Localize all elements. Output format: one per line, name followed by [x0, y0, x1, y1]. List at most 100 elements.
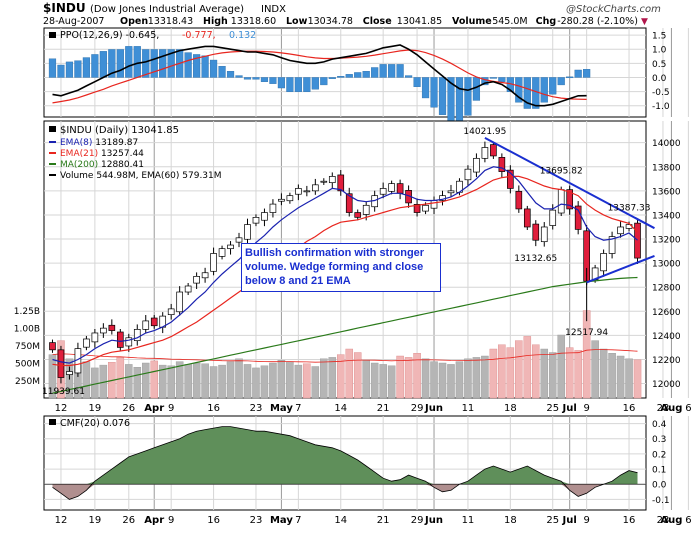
x-tick-label: 23	[250, 403, 263, 414]
candle-body	[320, 180, 328, 183]
candle-body	[269, 203, 277, 213]
volume-bar	[320, 358, 328, 399]
candle-body	[608, 236, 616, 254]
ppo-hist-bar	[226, 71, 235, 78]
candle-body	[193, 276, 200, 284]
ppo-hist-bar	[167, 49, 175, 78]
x-tick-label: 26	[122, 515, 135, 526]
price-data-label: 12517.94	[565, 328, 608, 338]
x-tick-label: 12	[55, 515, 68, 526]
quote-label: High	[203, 16, 228, 27]
volume-bar	[91, 367, 99, 399]
ppo-hist-bar	[379, 64, 387, 78]
quote-value: 13318.60	[231, 16, 276, 27]
x-tick-label: 21	[377, 403, 390, 414]
x-tick-label: Aug	[660, 515, 682, 526]
ppo-hist-bar	[57, 64, 65, 78]
ppo-hist-bar	[583, 69, 591, 78]
candle-body	[422, 204, 429, 212]
price-legend-swatch	[49, 126, 56, 132]
x-axis-bottom: 12 19 26 Apr 9 16 23 May 7 14 21 29 Jun 11 18 25 Jul 9 16 2…	[55, 515, 692, 526]
ppo-ytick-label: 0.5	[652, 60, 666, 70]
cmf-legend-swatch	[49, 419, 56, 425]
volume-bar	[532, 344, 540, 399]
ppo-legend-hist: 0.132	[229, 30, 256, 41]
ppo-hist-bar	[99, 51, 107, 78]
cmf-ytick-label: 0.4	[652, 420, 667, 430]
volume-bar	[430, 361, 438, 399]
candle-body	[464, 168, 472, 181]
candle-body	[295, 188, 302, 195]
candle-body	[210, 253, 217, 272]
x-tick-label: 6	[685, 515, 691, 526]
quote-label: Chg	[536, 16, 557, 27]
x-tick-label: 7	[295, 515, 301, 526]
x-tick-label: 9	[168, 403, 174, 414]
candle-body	[201, 272, 209, 279]
ppo-hist-bar	[549, 77, 557, 95]
price-ytick-label: 12600	[652, 308, 681, 318]
volume-bar	[413, 353, 421, 399]
ppo-legend-signal: -0.777,	[182, 30, 216, 41]
x-tick-label: 26	[122, 403, 135, 414]
volume-bar	[260, 365, 269, 399]
ppo-hist-bar	[260, 77, 269, 82]
ppo-hist-bar	[48, 58, 57, 78]
ppo-hist-bar	[142, 49, 150, 78]
volume-bar	[353, 352, 362, 399]
candle-body	[345, 193, 353, 213]
quote-date: 28-Aug-2007	[43, 16, 104, 27]
price-legend-item: EMA(8) 13189.87	[60, 138, 138, 148]
volume-ytick-label: 500M	[15, 360, 40, 370]
volume-ema-line	[52, 349, 638, 363]
ppo-hist-bar	[252, 77, 260, 80]
candle-body	[57, 349, 65, 378]
ppo-hist-bar	[362, 71, 370, 78]
price-ytick-label: 13000	[652, 260, 681, 270]
ppo-hist-bar	[396, 64, 404, 78]
candle-body	[184, 285, 192, 293]
price-data-label: 13132.65	[514, 254, 557, 264]
x-tick-label: May	[270, 403, 293, 414]
x-tick-label: 25	[546, 515, 559, 526]
ppo-hist-bar	[277, 77, 286, 89]
price-ytick-label: 13400	[652, 211, 681, 221]
price-title: $INDU (Daily) 13041.85	[60, 125, 179, 136]
candle-body	[354, 212, 362, 218]
volume-bar	[277, 360, 286, 399]
volume-bar	[150, 360, 158, 399]
candle-body	[362, 204, 370, 215]
candle-body	[507, 169, 514, 189]
volume-bar	[455, 361, 464, 399]
ppo-ytick-label: -0.5	[652, 88, 670, 98]
ppo-hist-bar	[540, 77, 548, 103]
candle-body	[133, 329, 141, 342]
x-tick-label: 29	[411, 515, 424, 526]
watermark: @StockCharts.com	[566, 4, 661, 15]
candle-body	[176, 291, 183, 313]
candle-body	[515, 190, 523, 210]
x-tick-label: 18	[504, 515, 517, 526]
candle-body	[540, 226, 548, 243]
volume-bar	[489, 348, 498, 399]
volume-bar	[235, 358, 243, 399]
candle-body	[566, 189, 574, 210]
x-tick-label: 18	[504, 403, 517, 414]
x-tick-label: Apr	[144, 515, 164, 526]
x-tick-label: Jul	[562, 515, 577, 526]
ppo-hist-bar	[566, 76, 574, 79]
ppo-hist-bar	[328, 77, 336, 79]
volume-bar	[625, 358, 633, 399]
candle-body	[574, 205, 582, 230]
volume-bar	[294, 364, 303, 399]
volume-bar	[370, 362, 379, 399]
volume-bar	[48, 354, 57, 399]
ppo-hist-bar	[574, 69, 582, 78]
volume-bar	[599, 348, 608, 399]
ppo-hist-bar	[354, 72, 362, 78]
quote-row: Open 13318.43 High 13318.60 Low 13034.78 Close…	[120, 16, 638, 27]
volume-bar	[303, 363, 311, 399]
volume-bar	[523, 336, 532, 399]
x-tick-label: Jun	[424, 515, 443, 526]
